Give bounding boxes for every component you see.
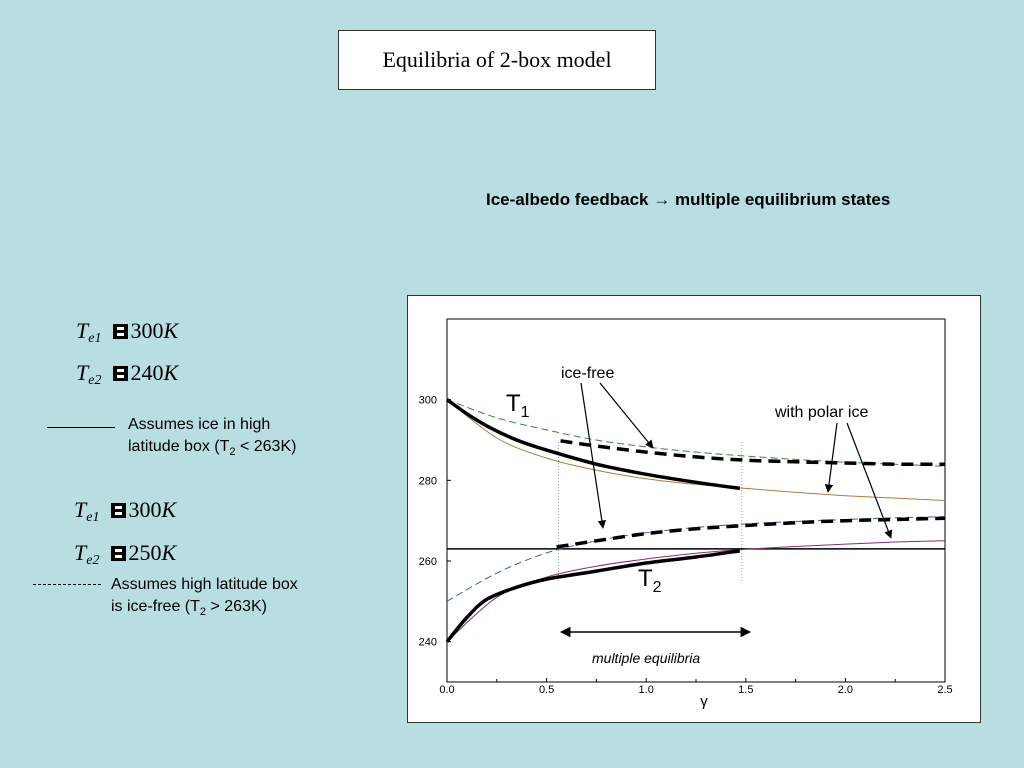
x-axis-label: γ [700,693,708,710]
x-tick-label: 1.5 [738,684,753,696]
stable-branch [560,439,946,467]
x-tick-label: 0.5 [539,684,554,696]
t2-label: T2 [638,565,662,596]
y-tick-label: 300 [419,395,437,407]
series-line [446,399,946,501]
stable-branch [445,549,741,643]
legend-text-case2: Assumes high latitude box is ice-free (T… [111,576,298,619]
stable-branch [556,516,946,549]
equals-box-icon [111,546,127,561]
ice-free-arrow-t2 [580,382,607,529]
chart-frame: 0.0 0.5 1.0 1.5 2.0 2.5 240 260 280 300 T1 T2 ice… [407,295,981,723]
multiple-equilibria-label: multiple equilibria [592,650,700,666]
equals-box-icon [113,324,129,339]
ice-free-arrow-t1 [599,382,654,449]
legend-dashed-line [33,584,101,585]
t1-label: T1 [506,390,530,421]
equilibria-chart: 0.0 0.5 1.0 1.5 2.0 2.5 240 260 280 300 T1 T2 ice… [419,318,953,710]
equals-box-icon [113,366,129,381]
x-tick-label: 2.0 [838,684,853,696]
slide-title: Equilibria of 2-box model [338,30,656,90]
with-polar-ice-label: with polar ice [774,404,868,421]
legend-text-case1: Assumes ice in high latitude box (T2 < 2… [128,416,297,459]
stable-branch [445,398,741,491]
polar-ice-arrow-t2 [846,422,893,539]
x-tick-label: 1.0 [639,684,654,696]
legend-solid-line [47,427,115,428]
slide-subtitle: Ice-albedo feedback → multiple equilibri… [486,190,891,209]
x-tick-label: 2.5 [937,684,952,696]
polar-ice-arrow-t1 [824,422,838,493]
x-tick-label: 0.0 [439,684,454,696]
equals-box-icon [111,503,127,518]
plot-area [446,318,946,683]
ice-free-label: ice-free [561,365,614,382]
y-tick-label: 260 [419,556,437,568]
y-tick-label: 280 [419,475,437,487]
series-line [446,399,946,467]
y-tick-label: 240 [419,637,437,649]
